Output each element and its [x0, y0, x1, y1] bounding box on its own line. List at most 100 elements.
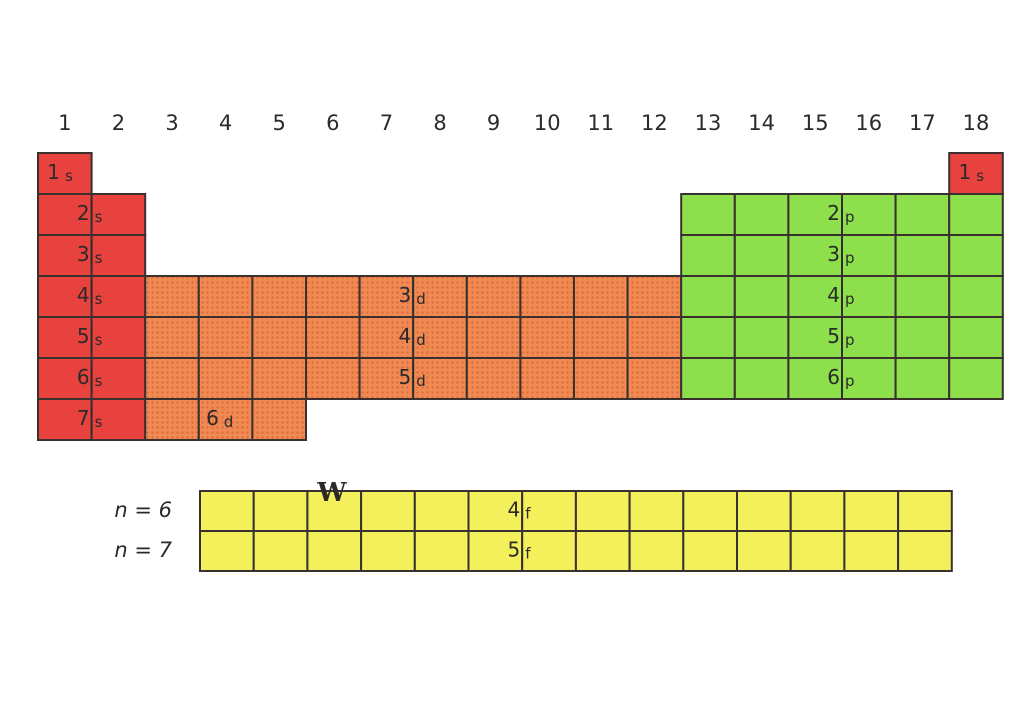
p-cell [680, 316, 736, 359]
label-letter: s [95, 331, 103, 349]
f-cell [413, 530, 470, 572]
annotation: W [316, 478, 347, 508]
f-cell [199, 530, 255, 572]
f-cell [360, 530, 416, 572]
d-cell [197, 316, 254, 359]
row-label: n = 7 [114, 538, 172, 562]
f-cell [252, 490, 309, 532]
label-letter: s [976, 167, 984, 185]
p-cell [680, 357, 736, 400]
f-cell [843, 490, 900, 532]
label-number: 3 [77, 242, 90, 266]
f-cell [736, 530, 792, 572]
group-number: 2 [112, 111, 125, 135]
d-cell [358, 357, 415, 400]
s-cell [90, 398, 147, 441]
f-cell [199, 490, 255, 532]
label-letter: s [95, 249, 103, 267]
label-number: 4 [507, 498, 520, 522]
p-cell [894, 316, 951, 359]
p-cell [680, 234, 736, 277]
s-cell [948, 152, 1004, 195]
f-cell [897, 530, 953, 572]
p-cell [841, 357, 897, 400]
f-cell [682, 530, 738, 572]
p-cell [787, 193, 844, 236]
group-number: 9 [487, 111, 500, 135]
label-number: 2 [77, 201, 90, 225]
d-cell [251, 357, 307, 400]
group-number: 13 [695, 111, 722, 135]
label-letter: d [416, 290, 426, 308]
p-cell [841, 193, 897, 236]
d-cell [197, 398, 254, 441]
d-cell [573, 357, 629, 400]
label-number: 6 [827, 365, 840, 389]
s-cell [37, 398, 93, 441]
p-cell [841, 316, 897, 359]
p-cell [680, 275, 736, 318]
d-cell [251, 275, 307, 318]
p-cell [894, 234, 951, 277]
p-cell [948, 316, 1004, 359]
label-letter: s [95, 208, 103, 226]
label-number: 6 [206, 406, 219, 430]
d-cell [626, 275, 683, 318]
f-cell [843, 530, 900, 572]
label-letter: s [65, 167, 73, 185]
d-cell [251, 316, 307, 359]
p-cell [894, 275, 951, 318]
group-number: 12 [641, 111, 668, 135]
label-number: 6 [77, 365, 90, 389]
label-letter: f [525, 545, 531, 563]
f-cell [252, 530, 309, 572]
d-cell [197, 357, 254, 400]
label-number: 3 [398, 283, 411, 307]
f-cell [628, 530, 685, 572]
d-cell [573, 275, 629, 318]
label-letter: p [845, 331, 855, 349]
group-number: 8 [433, 111, 446, 135]
f-cell [360, 490, 416, 532]
p-cell [680, 193, 736, 236]
f-cell [574, 490, 631, 532]
d-cell [626, 316, 683, 359]
s-cell [37, 357, 93, 400]
f-cell [574, 530, 631, 572]
d-cell [197, 275, 254, 318]
group-number: 3 [165, 111, 178, 135]
d-cell [465, 275, 522, 318]
d-cell [626, 357, 683, 400]
d-cell [251, 398, 307, 441]
label-number: 5 [398, 365, 411, 389]
d-cell [144, 398, 200, 441]
group-number: 6 [326, 111, 339, 135]
label-number: 5 [827, 324, 840, 348]
f-cell [628, 490, 685, 532]
group-number: 7 [380, 111, 393, 135]
d-cell [519, 357, 576, 400]
f-cell [897, 490, 953, 532]
group-number: 10 [534, 111, 561, 135]
label-number: 3 [827, 242, 840, 266]
label-number: 4 [827, 283, 840, 307]
label-letter: f [525, 505, 531, 523]
p-cell [948, 357, 1004, 400]
f-cell [467, 530, 524, 572]
d-cell [465, 316, 522, 359]
d-cell [305, 275, 361, 318]
label-letter: s [95, 372, 103, 390]
label-number: 7 [77, 406, 90, 430]
p-cell [894, 193, 951, 236]
group-number: 5 [273, 111, 286, 135]
p-cell [948, 275, 1004, 318]
label-letter: p [845, 290, 855, 308]
label-number: 5 [507, 538, 520, 562]
d-cell [519, 316, 576, 359]
label-letter: p [845, 249, 855, 267]
p-cell [733, 316, 790, 359]
d-cell [305, 316, 361, 359]
group-number: 16 [855, 111, 882, 135]
